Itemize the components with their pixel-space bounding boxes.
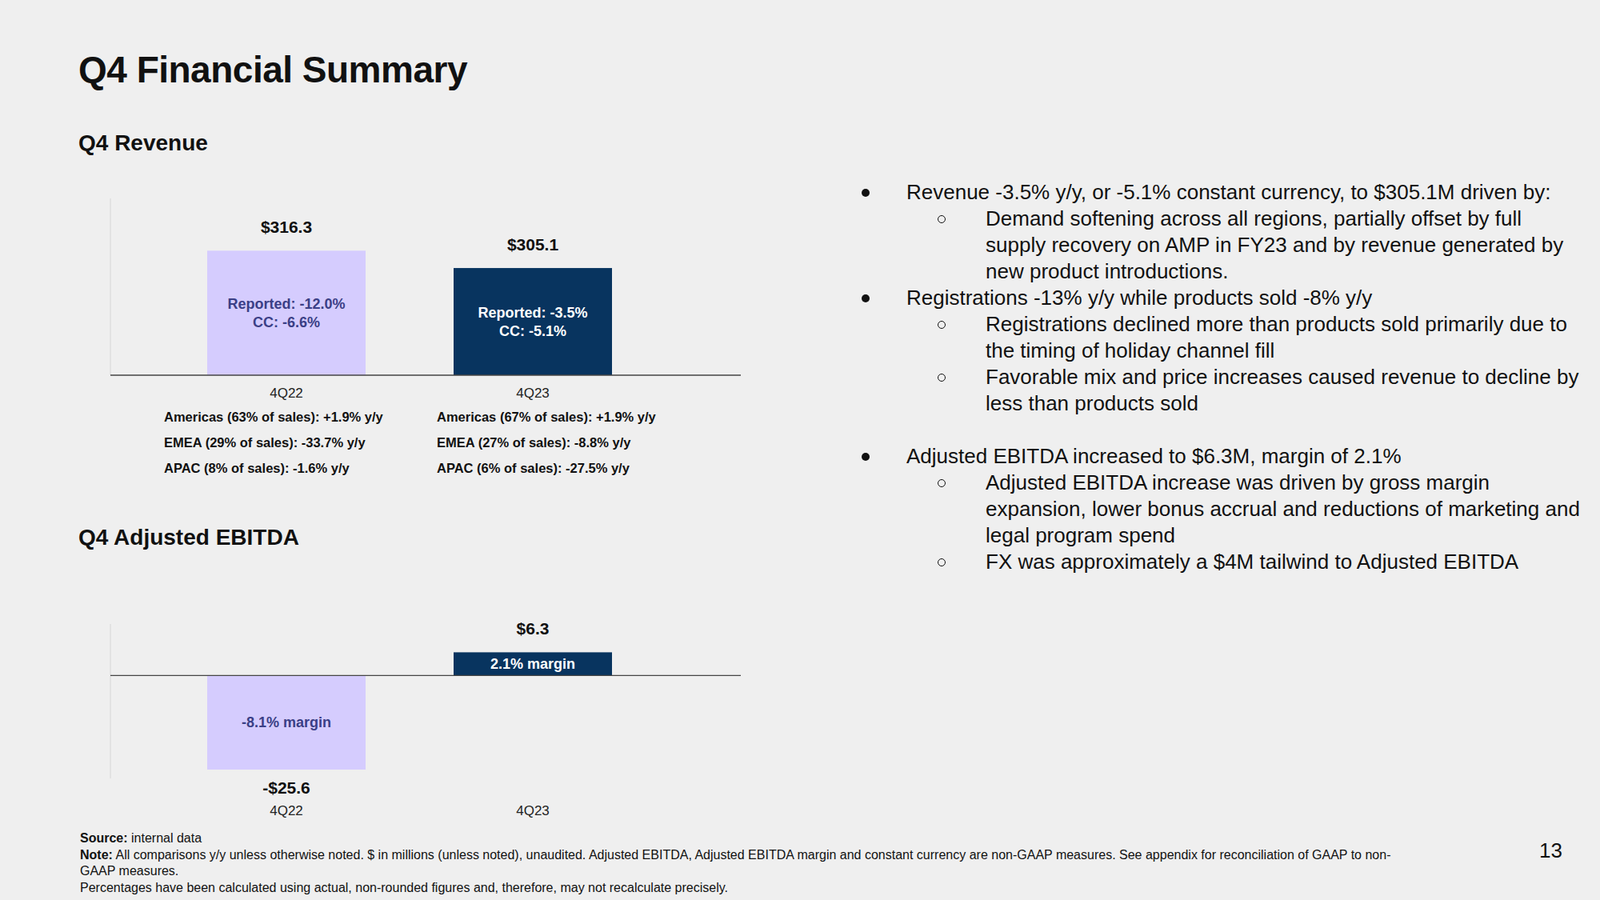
sub-bullet: Demand softening across all regions, par…	[860, 205, 1580, 285]
segment-note: EMEA (27% of sales): -8.8% y/y	[436, 435, 632, 450]
footnote-label: Note:	[80, 848, 113, 862]
bullet-text: Adjusted EBITDA increased to $6.3M, marg…	[906, 444, 1402, 468]
sub-bullet: FX was approximately a $4M tailwind to A…	[860, 548, 1580, 576]
footnote-text: Percentages have been calculated using a…	[80, 880, 728, 895]
bullet: Revenue -3.5% y/y, or -5.1% constant cur…	[860, 179, 1580, 285]
bar-note: CC: -5.1%	[499, 323, 567, 340]
segment-note: Americas (67% of sales): +1.9% y/y	[436, 409, 657, 424]
bullet: Adjusted EBITDA increased to $6.3M, marg…	[860, 443, 1580, 576]
footnote: Source: internal data	[80, 830, 1392, 848]
data-label: $316.3	[260, 217, 312, 236]
value-axis-range	[110, 624, 112, 779]
category-label: 4Q22	[269, 803, 304, 819]
sub-bullet-text: Demand softening across all regions, par…	[985, 206, 1564, 284]
bar-note: Reported: -12.0%	[227, 296, 345, 312]
bullet-dot	[861, 188, 870, 197]
category-label: 4Q23	[516, 803, 550, 819]
sub-bullet-ring	[937, 320, 946, 329]
bar-note: Reported: -3.5%	[477, 304, 588, 321]
sub-bullet-ring	[937, 215, 946, 224]
sub-bullet: Registrations declined more than product…	[860, 311, 1580, 364]
chart-title: Q4 Adjusted EBITDA	[78, 524, 300, 550]
footnote-label: Source:	[80, 831, 128, 845]
data-label: -$25.6	[262, 778, 311, 797]
baseline	[110, 675, 741, 676]
bars	[207, 652, 612, 770]
sub-bullet-ring	[937, 479, 946, 488]
page-number: 13	[1539, 838, 1563, 864]
bar	[453, 652, 612, 676]
sub-bullet-text: FX was approximately a $4M tailwind to A…	[985, 549, 1519, 574]
bar-note: 2.1% margin	[490, 656, 576, 672]
bullet-list: Revenue -3.5% y/y, or -5.1% constant cur…	[860, 179, 1580, 576]
footnotes: Source: internal dataNote: All compariso…	[80, 830, 1392, 896]
value-axis-range	[110, 198, 112, 376]
bullet: Registrations -13% y/y while products so…	[860, 284, 1580, 417]
bar-note: -8.1% margin	[241, 714, 332, 731]
segment-note: EMEA (29% of sales): -33.7% y/y	[164, 435, 366, 450]
bar	[453, 268, 612, 376]
chart-title: Q4 Revenue	[78, 130, 208, 156]
page-title: Q4 Financial Summary	[78, 48, 468, 92]
baseline	[110, 374, 741, 376]
sub-bullet: Adjusted EBITDA increase was driven by g…	[860, 469, 1580, 549]
footnote-text: internal data	[131, 831, 202, 845]
segment-note: APAC (6% of sales): -27.5% y/y	[436, 460, 631, 476]
sub-bullet: Favorable mix and price increases caused…	[860, 364, 1580, 417]
bullet-text: Registrations -13% y/y while products so…	[906, 285, 1372, 310]
bars	[207, 250, 612, 376]
footnote-text: All comparisons y/y unless otherwise not…	[80, 848, 1391, 879]
data-label: $305.1	[507, 235, 560, 254]
bullet-dot	[861, 294, 870, 303]
sub-bullet-text: Registrations declined more than product…	[985, 312, 1568, 363]
data-label: $6.3	[516, 619, 550, 638]
bar-note: CC: -6.6%	[252, 314, 320, 331]
category-label: 4Q22	[269, 385, 304, 401]
footnote: Note: All comparisons y/y unless otherwi…	[80, 847, 1392, 880]
bar	[207, 250, 366, 376]
bar	[207, 675, 366, 770]
sub-bullet-ring	[937, 558, 946, 567]
bullet-dot	[861, 452, 870, 461]
bullet-text: Revenue -3.5% y/y, or -5.1% constant cur…	[906, 180, 1551, 204]
sub-bullet-text: Adjusted EBITDA increase was driven by g…	[985, 470, 1580, 548]
sub-bullet-ring	[937, 373, 946, 382]
segment-note: Americas (63% of sales): +1.9% y/y	[164, 409, 384, 424]
footnote: Percentages have been calculated using a…	[80, 880, 1392, 897]
segment-note: APAC (8% of sales): -1.6% y/y	[164, 460, 351, 476]
sub-bullet-text: Favorable mix and price increases caused…	[985, 364, 1579, 416]
category-label: 4Q23	[516, 385, 550, 401]
